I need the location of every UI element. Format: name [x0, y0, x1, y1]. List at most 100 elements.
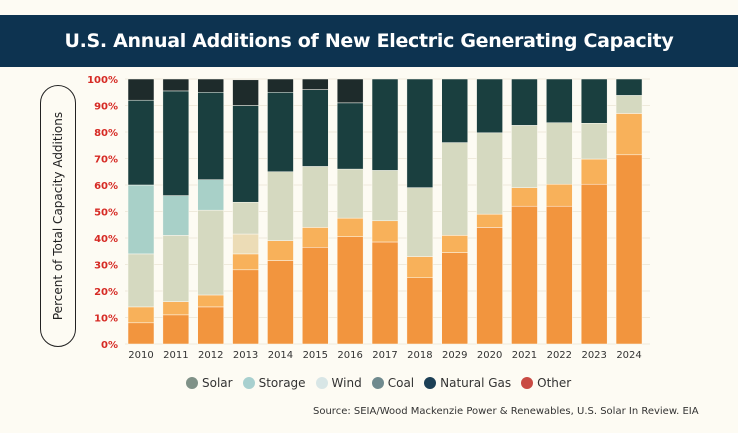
- bar-segment: [127, 306, 155, 324]
- bar-segment: [476, 78, 503, 134]
- bar-segment: [546, 78, 573, 123]
- legend-swatch: [186, 377, 198, 389]
- bar-segment: [267, 78, 294, 93]
- bar-segment: [197, 179, 224, 211]
- legend-item: Natural Gas: [424, 376, 511, 390]
- bar-segment: [302, 89, 329, 167]
- bar-segment: [546, 205, 573, 345]
- legend-item: Other: [521, 376, 571, 390]
- bar-segment: [441, 252, 468, 345]
- bar-segment: [580, 123, 608, 160]
- y-axis-label-box: Percent of Total Capacity Additions: [40, 85, 76, 347]
- bar-segment: [232, 201, 259, 235]
- bar-segment: [232, 269, 259, 345]
- x-tick-label: 2022: [547, 350, 572, 361]
- bar-segment: [511, 187, 538, 207]
- bar-segment: [162, 301, 190, 316]
- x-tick-label: 2020: [477, 350, 502, 361]
- bar-segment: [615, 113, 643, 156]
- bar-segment: [580, 183, 608, 345]
- bar-segment: [127, 253, 155, 308]
- legend-item: Wind: [315, 376, 362, 390]
- bar-segment: [302, 166, 329, 228]
- bar-segment: [546, 122, 573, 185]
- bar-segment: [476, 132, 503, 215]
- legend-label: Storage: [258, 376, 306, 390]
- y-tick-label: 60%: [94, 181, 118, 192]
- bar-segment: [267, 171, 294, 241]
- bar-segment: [511, 125, 538, 188]
- legend-swatch: [371, 377, 384, 389]
- legend-label: Solar: [202, 376, 233, 390]
- y-tick-label: 50%: [94, 208, 118, 219]
- bar-segment: [580, 158, 608, 185]
- bar-segment: [371, 220, 399, 243]
- legend-swatch: [424, 377, 437, 389]
- x-tick-label: 2017: [372, 350, 397, 361]
- bar-segment: [232, 233, 259, 255]
- bar-segment: [511, 78, 538, 126]
- bar-segment: [162, 314, 190, 345]
- bar-segment: [336, 168, 364, 219]
- bar-segment: [162, 90, 190, 196]
- bar-segment: [162, 235, 190, 302]
- x-tick-label: 2013: [233, 350, 258, 361]
- bar-segment: [127, 78, 155, 101]
- source-note: Source: SEIA/Wood Mackenzie Power & Rene…: [313, 406, 699, 417]
- bar-segment: [302, 227, 329, 248]
- legend-swatch: [242, 377, 255, 389]
- bar-segment: [197, 306, 224, 345]
- bar-segment: [197, 78, 224, 93]
- legend-swatch: [521, 377, 534, 389]
- bar-segment: [615, 78, 643, 96]
- bar-segment: [476, 213, 503, 228]
- bar-segment: [232, 105, 259, 203]
- bar-segment: [127, 322, 155, 345]
- bar-segment: [127, 184, 155, 255]
- y-tick-label: 80%: [94, 128, 118, 139]
- bar-segment: [162, 195, 190, 236]
- bar-segment: [406, 187, 434, 257]
- y-tick-label: 20%: [94, 287, 118, 298]
- x-tick-label: 2012: [198, 350, 223, 361]
- y-tick-label: 90%: [94, 102, 118, 113]
- bar-segment: [441, 142, 468, 236]
- bar-segment: [615, 154, 643, 345]
- x-tick-label: 2023: [581, 350, 606, 361]
- bar-segment: [476, 227, 503, 345]
- bar-segment: [302, 78, 329, 90]
- bar-segment: [546, 183, 573, 207]
- bar-segment: [441, 78, 468, 143]
- x-tick-label: 2016: [337, 350, 362, 361]
- x-tick-label: 2011: [163, 350, 188, 361]
- y-tick-label: 10%: [94, 314, 118, 325]
- x-tick-label: 2018: [407, 350, 432, 361]
- bar-segment: [511, 205, 538, 345]
- x-tick-label: 2021: [512, 350, 537, 361]
- bar-segment: [232, 253, 259, 271]
- bar-segment: [267, 92, 294, 172]
- legend: Solar Storage Wind Coal Natural Gas Other: [186, 376, 571, 390]
- bar-segment: [162, 78, 190, 92]
- legend-swatch: [315, 377, 328, 389]
- legend-label: Wind: [331, 376, 362, 390]
- bar-segment: [336, 102, 364, 170]
- bar-segment: [267, 260, 294, 345]
- x-tick-label: 2015: [303, 350, 328, 361]
- bar-segment: [197, 209, 224, 296]
- y-tick-label: 70%: [94, 155, 118, 166]
- legend-item: Storage: [242, 376, 306, 390]
- bar-segment: [302, 247, 329, 345]
- bar-segment: [336, 78, 364, 104]
- bar-segment: [371, 170, 399, 222]
- x-tick-label: 2014: [268, 350, 293, 361]
- x-tick-label: 2010: [128, 350, 153, 361]
- bar-segment: [441, 235, 468, 253]
- bar-segment: [615, 95, 643, 114]
- y-tick-label: 30%: [94, 261, 118, 272]
- x-tick-label: 2029: [442, 350, 467, 361]
- bar-segment: [406, 277, 434, 345]
- legend-label: Other: [537, 376, 572, 390]
- x-tick-label: 2024: [616, 350, 641, 361]
- bar-segment: [127, 99, 155, 186]
